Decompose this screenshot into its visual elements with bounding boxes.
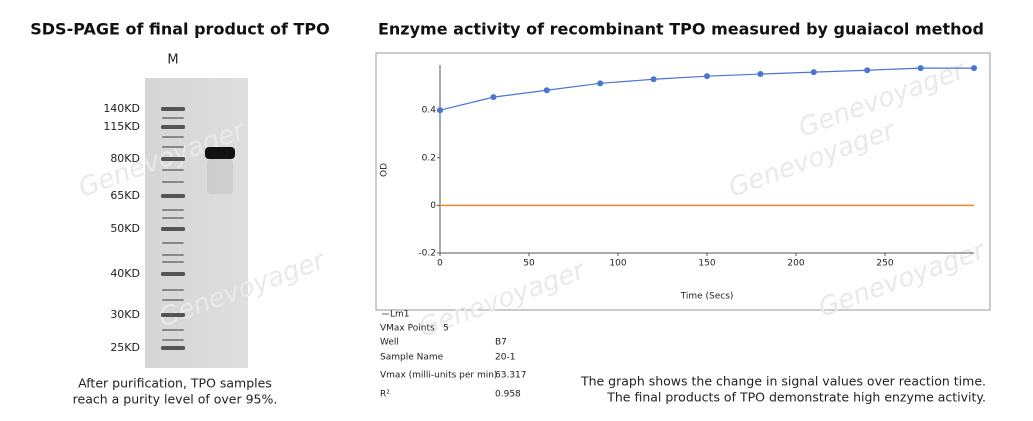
data-point	[543, 87, 550, 94]
marker-band	[162, 254, 184, 256]
chart-frame	[375, 52, 991, 311]
info-value: 20-1	[495, 353, 515, 363]
marker-band	[162, 209, 184, 211]
chart-caption: The graph shows the change in signal val…	[580, 374, 986, 389]
marker-band	[161, 194, 185, 198]
marker-band	[161, 107, 185, 111]
x-tick-label: 200	[787, 259, 804, 269]
marker-band	[161, 157, 185, 161]
info-value: 0.958	[495, 390, 521, 400]
y-tick-label: -0.2	[418, 249, 436, 259]
marker-band	[162, 117, 184, 119]
marker-label: 115KD	[103, 120, 140, 133]
marker-band	[162, 169, 184, 171]
marker-label: 40KD	[110, 267, 140, 280]
marker-band	[162, 339, 184, 341]
legend-label: Lm1	[390, 310, 410, 320]
x-axis-label: Time (Secs)	[680, 292, 734, 302]
marker-label: 50KD	[110, 222, 140, 235]
data-point	[704, 73, 710, 80]
marker-label: 65KD	[110, 189, 140, 202]
marker-band	[161, 125, 185, 129]
info-key: Well	[380, 338, 399, 348]
gel-title: SDS-PAGE of final product of TPO	[30, 20, 330, 39]
marker-label: 25KD	[110, 341, 140, 354]
marker-label: 30KD	[110, 308, 140, 321]
marker-label: 140KD	[103, 102, 140, 115]
info-value: 5	[443, 324, 449, 334]
marker-band	[161, 272, 185, 276]
marker-band	[162, 181, 184, 183]
data-point	[437, 107, 443, 114]
data-point	[490, 94, 497, 101]
marker-band	[162, 217, 184, 219]
marker-band	[162, 261, 184, 263]
y-tick-label: 0.2	[422, 153, 436, 163]
data-point	[917, 65, 924, 72]
info-value: 63.317	[495, 371, 527, 381]
sample-band	[205, 147, 235, 159]
y-tick-label: 0.4	[422, 106, 437, 116]
marker-band	[162, 329, 184, 331]
chart-title: Enzyme activity of recombinant TPO measu…	[378, 20, 984, 39]
gel-caption: After purification, TPO samples	[78, 376, 272, 391]
gel-caption: reach a purity level of over 95%.	[73, 392, 278, 407]
data-point	[864, 67, 871, 74]
marker-band	[162, 146, 184, 148]
marker-label: 80KD	[110, 152, 140, 165]
marker-band	[162, 299, 184, 301]
marker-band	[162, 242, 184, 244]
y-tick-label: 0	[430, 201, 436, 211]
data-point	[810, 69, 817, 76]
chart-caption: The final products of TPO demonstrate hi…	[606, 390, 986, 405]
y-axis-label: OD	[380, 163, 390, 177]
marker-band	[161, 227, 185, 231]
info-key: Vmax (milli-units per min)	[380, 371, 497, 381]
data-point	[597, 80, 604, 87]
lane-label: M	[167, 53, 178, 68]
data-point	[971, 65, 977, 72]
info-key: VMax Points	[380, 324, 435, 334]
x-tick-label: 250	[876, 259, 893, 269]
marker-band	[162, 289, 184, 291]
info-key: Sample Name	[380, 353, 444, 363]
data-point	[650, 76, 657, 83]
sample-smear	[207, 159, 233, 194]
x-tick-label: 150	[698, 259, 715, 269]
data-point	[757, 71, 764, 78]
marker-band	[161, 346, 185, 350]
marker-band	[161, 313, 185, 317]
x-tick-label: 0	[437, 259, 443, 269]
x-tick-label: 50	[523, 259, 535, 269]
info-key: R²	[380, 390, 390, 400]
x-tick-label: 100	[609, 259, 626, 269]
info-value: B7	[495, 338, 507, 348]
marker-band	[162, 136, 184, 138]
